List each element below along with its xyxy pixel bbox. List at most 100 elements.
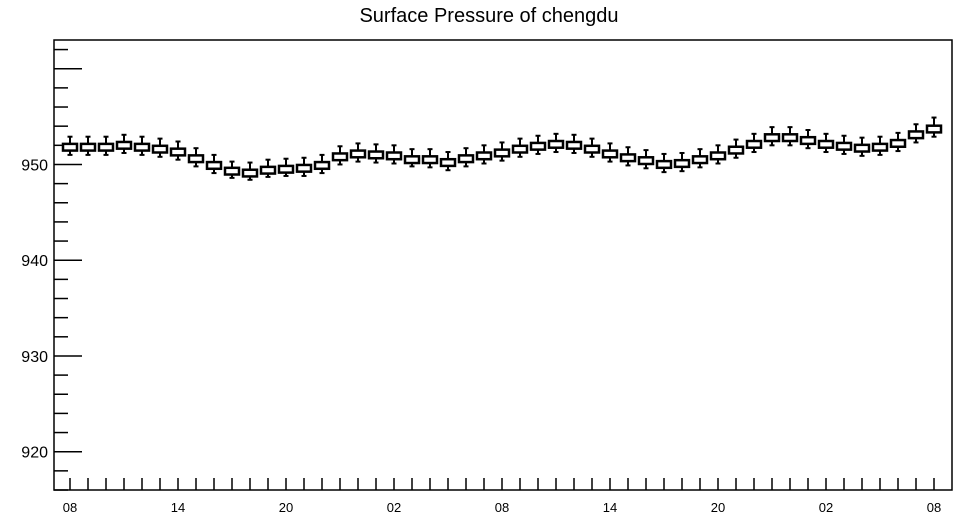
box xyxy=(295,163,313,173)
box xyxy=(277,164,295,174)
box-item xyxy=(655,152,673,174)
box-item xyxy=(889,131,907,153)
y-tick-label: 930 xyxy=(21,349,48,366)
box xyxy=(133,142,151,152)
box-item xyxy=(349,142,367,163)
x-tick-label: 14 xyxy=(603,500,617,515)
box xyxy=(529,141,547,151)
box-item xyxy=(313,153,331,175)
box xyxy=(205,160,223,171)
box-item xyxy=(493,141,511,162)
box xyxy=(115,140,133,150)
box-item xyxy=(583,137,601,158)
box xyxy=(457,154,475,164)
x-tick-label: 20 xyxy=(279,500,293,515)
x-axis: 08 14 20 02 08 14 20 02 08 xyxy=(63,478,941,515)
box-item xyxy=(781,126,799,147)
box xyxy=(673,158,691,169)
x-tick-label: 08 xyxy=(63,500,77,515)
box-item xyxy=(421,148,439,169)
box xyxy=(871,142,889,152)
x-tick-label: 08 xyxy=(495,500,509,515)
box-series xyxy=(61,116,943,181)
box xyxy=(259,165,277,175)
box-item xyxy=(835,134,853,155)
box-item xyxy=(241,161,259,181)
box-item xyxy=(205,153,223,175)
box-item xyxy=(817,132,835,154)
box-item xyxy=(529,134,547,155)
box xyxy=(763,133,781,143)
box xyxy=(745,139,763,149)
box xyxy=(349,149,367,159)
box xyxy=(583,144,601,154)
chart-title: Surface Pressure of chengdu xyxy=(359,5,618,27)
box xyxy=(565,140,583,150)
box xyxy=(367,150,385,160)
box xyxy=(727,145,745,155)
box xyxy=(907,130,925,140)
plot-frame xyxy=(53,39,953,491)
box-item xyxy=(673,151,691,173)
box-item xyxy=(403,148,421,168)
box-item xyxy=(457,147,475,168)
box xyxy=(331,152,349,162)
box-item xyxy=(79,135,97,156)
box-item xyxy=(187,147,205,168)
box-item xyxy=(601,142,619,163)
box-item xyxy=(259,158,277,178)
box-item xyxy=(709,144,727,165)
box-item xyxy=(727,138,745,159)
box xyxy=(475,151,493,161)
box xyxy=(385,151,403,161)
box xyxy=(313,160,331,171)
box xyxy=(781,133,799,143)
box xyxy=(925,124,943,134)
box-item xyxy=(277,157,295,177)
y-tick-label: 950 xyxy=(21,157,48,174)
box-item xyxy=(871,135,889,156)
box xyxy=(889,138,907,149)
box xyxy=(421,155,439,165)
x-tick-label: 02 xyxy=(387,500,401,515)
box-item xyxy=(907,123,925,144)
box xyxy=(799,135,817,146)
box xyxy=(709,151,727,161)
box-item xyxy=(745,132,763,154)
box-item xyxy=(385,144,403,165)
box xyxy=(655,159,673,170)
box-item xyxy=(799,129,817,150)
box-item xyxy=(637,149,655,170)
box xyxy=(97,142,115,152)
box-item xyxy=(511,137,529,158)
box xyxy=(493,148,511,158)
x-tick-label: 20 xyxy=(711,500,725,515)
box-item xyxy=(151,137,169,158)
box xyxy=(79,142,97,152)
box xyxy=(511,144,529,154)
box-item xyxy=(925,116,943,138)
box-item xyxy=(619,146,637,167)
box-item xyxy=(763,126,781,147)
box xyxy=(835,141,853,151)
box-item xyxy=(853,136,871,157)
box xyxy=(691,155,709,165)
box-item xyxy=(439,151,457,172)
box xyxy=(61,142,79,152)
box-item xyxy=(475,144,493,165)
box-item xyxy=(97,135,115,156)
x-tick-label: 14 xyxy=(171,500,185,515)
box-item xyxy=(331,145,349,166)
box-item xyxy=(367,143,385,164)
y-tick-label: 940 xyxy=(21,253,48,270)
box xyxy=(169,147,187,157)
box xyxy=(853,143,871,153)
box-item xyxy=(223,160,241,179)
box-item xyxy=(547,132,565,154)
box-item xyxy=(61,135,79,156)
box xyxy=(439,157,457,168)
box-item xyxy=(115,133,133,154)
box xyxy=(403,155,421,165)
box xyxy=(619,153,637,163)
